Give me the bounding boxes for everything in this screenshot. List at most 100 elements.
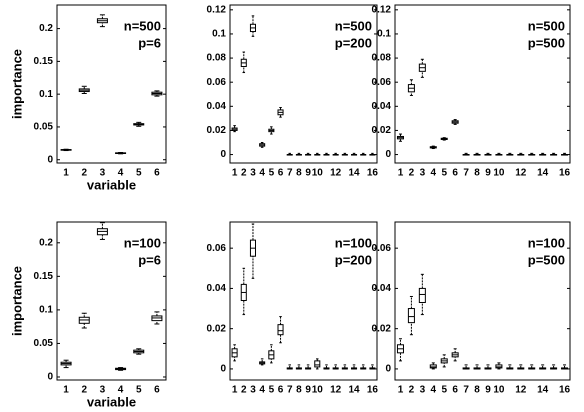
x-tick-label: 6 (452, 168, 458, 179)
x-tick-label: 12 (515, 385, 527, 396)
y-tick-label: 0.06 (207, 243, 227, 254)
x-tick-label: 16 (559, 385, 571, 396)
x-tick-label: 3 (420, 168, 426, 179)
x-tick-label: 1 (232, 385, 238, 396)
x-tick-label: 5 (441, 385, 447, 396)
x-tick-label: 6 (278, 385, 284, 396)
annotation: p=6 (138, 35, 161, 50)
x-tick-label: 3 (100, 168, 106, 179)
y-tick-label: 0.08 (372, 53, 392, 64)
x-tick-label: 5 (269, 168, 275, 179)
x-tick-label: 4 (118, 168, 124, 179)
x-tick-label: 16 (559, 168, 571, 179)
y-tick-label: 0.02 (207, 125, 227, 136)
annotation: p=500 (528, 35, 565, 50)
x-tick-label: 8 (296, 168, 302, 179)
y-tick-label: 0.04 (207, 283, 227, 294)
x-tick-label: 6 (154, 385, 160, 396)
x-tick-label: 12 (515, 168, 527, 179)
x-tick-label: 5 (269, 385, 275, 396)
x-tick-label: 1 (232, 168, 238, 179)
x-tick-label: 9 (485, 385, 491, 396)
x-tick-label: 10 (493, 385, 505, 396)
annotation: n=500 (528, 18, 565, 33)
x-tick-label: 12 (330, 385, 342, 396)
x-tick-label: 7 (463, 168, 469, 179)
x-tick-label: 1 (398, 168, 404, 179)
x-tick-label: 14 (537, 168, 549, 179)
x-tick-label: 4 (259, 168, 265, 179)
x-tick-label: 7 (463, 385, 469, 396)
y-tick-label: 0.15 (34, 271, 54, 282)
y-tick-label: 0.02 (207, 323, 227, 334)
y-tick-label: 0.12 (372, 4, 392, 15)
x-tick-label: 3 (100, 385, 106, 396)
annotation: n=100 (335, 235, 372, 250)
x-tick-label: 2 (241, 385, 247, 396)
x-tick-label: 10 (312, 385, 324, 396)
plot-frame (56, 221, 167, 381)
x-tick-label: 5 (441, 168, 447, 179)
x-tick-label: 14 (348, 385, 360, 396)
x-tick-label: 6 (278, 168, 284, 179)
x-axis-label: variable (87, 394, 136, 409)
y-tick-label: 0 (385, 149, 391, 160)
plot-frame (229, 221, 378, 381)
annotation: p=6 (138, 252, 161, 267)
x-tick-label: 3 (250, 168, 256, 179)
plot-frame (394, 4, 571, 164)
box (277, 324, 284, 336)
x-tick-label: 5 (136, 385, 142, 396)
x-tick-label: 10 (493, 168, 505, 179)
x-tick-label: 8 (296, 385, 302, 396)
x-tick-label: 12 (330, 168, 342, 179)
annotation: n=500 (335, 18, 372, 33)
x-tick-label: 8 (474, 385, 480, 396)
x-tick-label: 2 (409, 168, 415, 179)
box (407, 308, 415, 324)
annotation: n=100 (528, 235, 565, 250)
x-tick-label: 8 (474, 168, 480, 179)
box (314, 360, 321, 368)
y-tick-label: 0.04 (372, 283, 392, 294)
x-tick-label: 7 (287, 168, 293, 179)
y-tick-label: 0.04 (207, 101, 227, 112)
y-tick-label: 0 (47, 154, 53, 165)
x-tick-label: 2 (81, 168, 87, 179)
x-tick-label: 4 (118, 385, 124, 396)
x-tick-label: 2 (81, 385, 87, 396)
annotation: p=200 (335, 35, 372, 50)
x-tick-label: 7 (287, 385, 293, 396)
y-tick-label: 0.15 (34, 56, 54, 67)
x-tick-label: 3 (420, 385, 426, 396)
y-tick-label: 0.02 (372, 323, 392, 334)
box (495, 364, 503, 369)
y-tick-label: 0.05 (34, 122, 54, 133)
x-tick-label: 5 (136, 168, 142, 179)
y-tick-label: 0.05 (34, 338, 54, 349)
y-tick-label: 0.04 (372, 101, 392, 112)
y-tick-label: 0 (47, 372, 53, 383)
y-tick-label: 0.02 (372, 125, 392, 136)
y-tick-label: 0.12 (207, 4, 227, 15)
plot-frame (229, 4, 378, 164)
x-tick-label: 4 (431, 385, 437, 396)
y-tick-label: 0.2 (39, 237, 53, 248)
plot-frame (394, 221, 571, 381)
x-tick-label: 2 (241, 168, 247, 179)
x-axis-label: variable (87, 177, 136, 192)
x-tick-label: 3 (250, 385, 256, 396)
x-tick-label: 1 (63, 168, 69, 179)
box (429, 364, 437, 369)
x-tick-label: 6 (154, 168, 160, 179)
x-tick-label: 14 (537, 385, 549, 396)
x-tick-label: 1 (63, 385, 69, 396)
y-tick-label: 0.1 (377, 29, 391, 40)
x-tick-label: 4 (431, 168, 437, 179)
y-tick-label: 0.1 (39, 305, 53, 316)
y-tick-label: 0.08 (207, 53, 227, 64)
y-tick-label: 0.06 (372, 77, 392, 88)
box (418, 287, 426, 304)
annotation: n=100 (124, 235, 161, 250)
